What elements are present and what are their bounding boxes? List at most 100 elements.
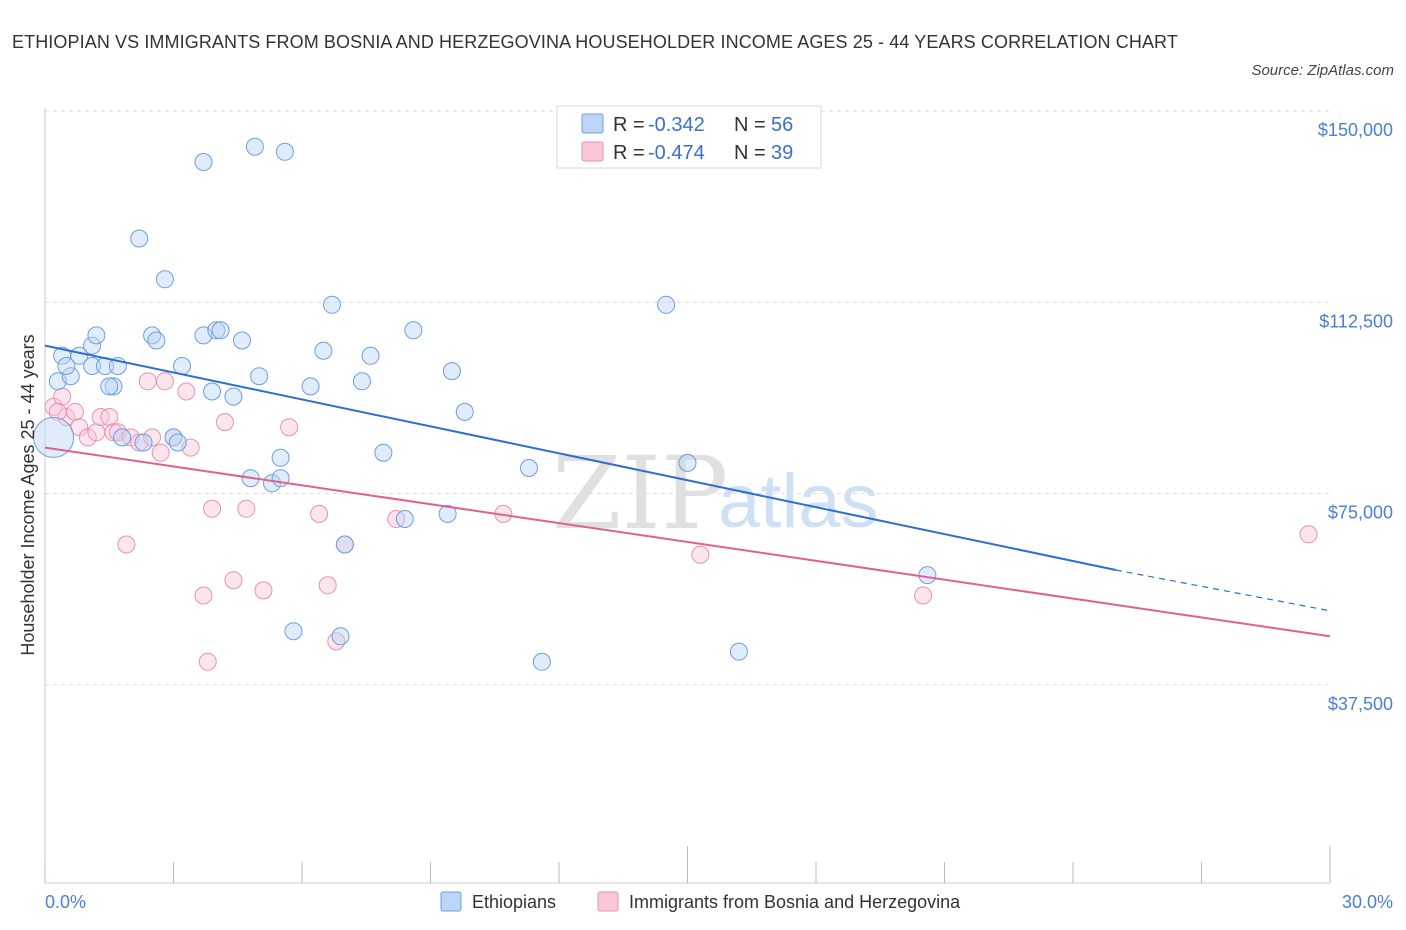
ethiopian-point-27 [263, 474, 282, 493]
ethiopian-point-20 [207, 321, 226, 340]
bosnia-point-25 [224, 571, 243, 590]
y-axis-label: Householder Income Ages 25 - 44 years [18, 334, 38, 655]
ethiopian-point-39 [374, 443, 393, 462]
ethiopian-point-3 [61, 367, 80, 386]
ethiopian-point-36 [335, 535, 354, 554]
bosnia-point-15 [143, 428, 162, 447]
bosnia-point-8 [100, 408, 119, 426]
ethiopian-point-6 [83, 336, 102, 355]
ethiopian-point-10 [104, 377, 123, 396]
watermark: ZIP atlas [552, 435, 879, 552]
bosnia-point-22 [198, 652, 217, 671]
bosnia-point-35 [691, 545, 710, 564]
bosnia-point-6 [87, 423, 106, 442]
ethiopian-point-8 [83, 357, 102, 375]
bosnia-point-19 [177, 382, 196, 401]
ethiopian-point-25 [245, 137, 264, 156]
ethiopian-point-33 [314, 341, 333, 360]
ethiopian-point-31 [284, 622, 303, 641]
legend: R = -0.342 N = 56 R = -0.474 N = 39 [556, 105, 822, 169]
ethiopian-point-18 [194, 153, 213, 171]
bosnia-point-21 [194, 586, 213, 605]
ethiopians-trend-line-dashed [1115, 569, 1331, 612]
ethiopian-point-26 [250, 367, 269, 386]
bosnia-point-1 [53, 387, 72, 406]
y-tick-label-3: $150,000 [1318, 120, 1393, 140]
bosnia-point-14 [138, 372, 157, 391]
source-label: Source: ZipAtlas.com [1251, 62, 1394, 79]
ethiopian-point-54 [100, 377, 119, 396]
bosnia-point-30 [318, 576, 337, 595]
axes [44, 108, 1331, 884]
bottom-legend-swatch-bosnia [597, 891, 619, 912]
ethiopian-point-30 [271, 448, 290, 467]
y-tick-label-2: $112,500 [1319, 311, 1393, 331]
ethiopian-point-37 [352, 372, 371, 391]
trend-lines [44, 344, 1331, 638]
ethiopians-trend-line [44, 344, 1117, 571]
bottom-legend-label-ethiopians: Ethiopians [472, 892, 556, 912]
ethiopian-point-43 [442, 362, 461, 381]
bosnia-point-37 [1299, 525, 1318, 544]
bosnia-point-17 [155, 372, 174, 391]
ethiopian-point-47 [657, 295, 676, 314]
ethiopian-point-21 [211, 321, 230, 340]
bosnia-point-3 [65, 402, 84, 421]
legend-r-label-2: R = [613, 142, 645, 164]
ethiopian-point-22 [224, 387, 243, 406]
y-tick-labels: $37,500 $75,000 $112,500 $150,000 [1318, 120, 1393, 714]
ethiopian-point-7 [87, 326, 106, 345]
bosnia-point-28 [280, 418, 299, 437]
ethiopian-point-40 [395, 510, 414, 528]
ethiopian-point-38 [361, 346, 380, 365]
bottom-legend-label-bosnia: Immigrants from Bosnia and Herzegovina [629, 892, 961, 912]
ethiopian-point-0 [33, 416, 75, 458]
ethiopian-point-32 [301, 377, 320, 396]
x-tick-labels: 0.0% 30.0% [45, 892, 1393, 912]
bosnia-point-38 [48, 402, 67, 421]
y-tick-label-1: $75,000 [1328, 503, 1393, 523]
ethiopian-point-35 [331, 627, 350, 646]
bosnia-point-16 [151, 443, 170, 462]
ethiopian-point-19 [203, 382, 222, 401]
bosnia-point-9 [104, 423, 123, 442]
y-tick-label-0: $37,500 [1328, 694, 1393, 714]
ethiopian-point-53 [113, 428, 132, 447]
ethiopian-point-45 [520, 459, 539, 477]
bosnia-point-36 [914, 586, 933, 605]
bosnia-point-11 [117, 535, 136, 554]
bottom-legend: Ethiopians Immigrants from Bosnia and He… [440, 891, 961, 912]
ethiopian-point-28 [271, 469, 290, 488]
ethiopian-point-23 [233, 331, 252, 350]
ethiopian-point-51 [168, 433, 187, 452]
bosnia-point-27 [254, 581, 273, 600]
legend-swatch-ethiopians [581, 113, 604, 134]
x-tick-label-1: 30.0% [1342, 892, 1393, 912]
ethiopian-point-41 [404, 321, 423, 340]
ethiopian-point-29 [275, 142, 294, 161]
legend-r-value-2: -0.474 [648, 142, 705, 164]
bosnia-point-5 [78, 428, 97, 447]
legend-n-value-1: 56 [771, 114, 793, 136]
x-tick-label-0: 0.0% [45, 892, 86, 912]
ethiopian-point-44 [455, 402, 474, 421]
ethiopian-point-55 [147, 331, 166, 350]
chart-title: ETHIOPIAN VS IMMIGRANTS FROM BOSNIA AND … [12, 32, 1178, 52]
bosnia-point-29 [310, 504, 329, 523]
bosnia-point-24 [215, 413, 234, 432]
ethiopian-point-12 [130, 229, 149, 248]
legend-r-value-1: -0.342 [648, 114, 705, 136]
ethiopian-point-16 [173, 357, 192, 375]
ethiopian-point-34 [322, 295, 341, 314]
legend-n-value-2: 39 [771, 142, 793, 164]
bosnia-point-2 [57, 408, 76, 426]
ethiopian-point-50 [918, 566, 937, 585]
bosnia-point-26 [237, 499, 256, 518]
bosnia-point-23 [203, 499, 222, 518]
watermark-zip-text: ZIP [552, 435, 728, 552]
bosnia-trend-line [44, 446, 1331, 638]
ethiopian-point-52 [134, 433, 153, 452]
ethiopian-point-49 [729, 642, 748, 661]
legend-n-label-2: N = [734, 142, 766, 164]
